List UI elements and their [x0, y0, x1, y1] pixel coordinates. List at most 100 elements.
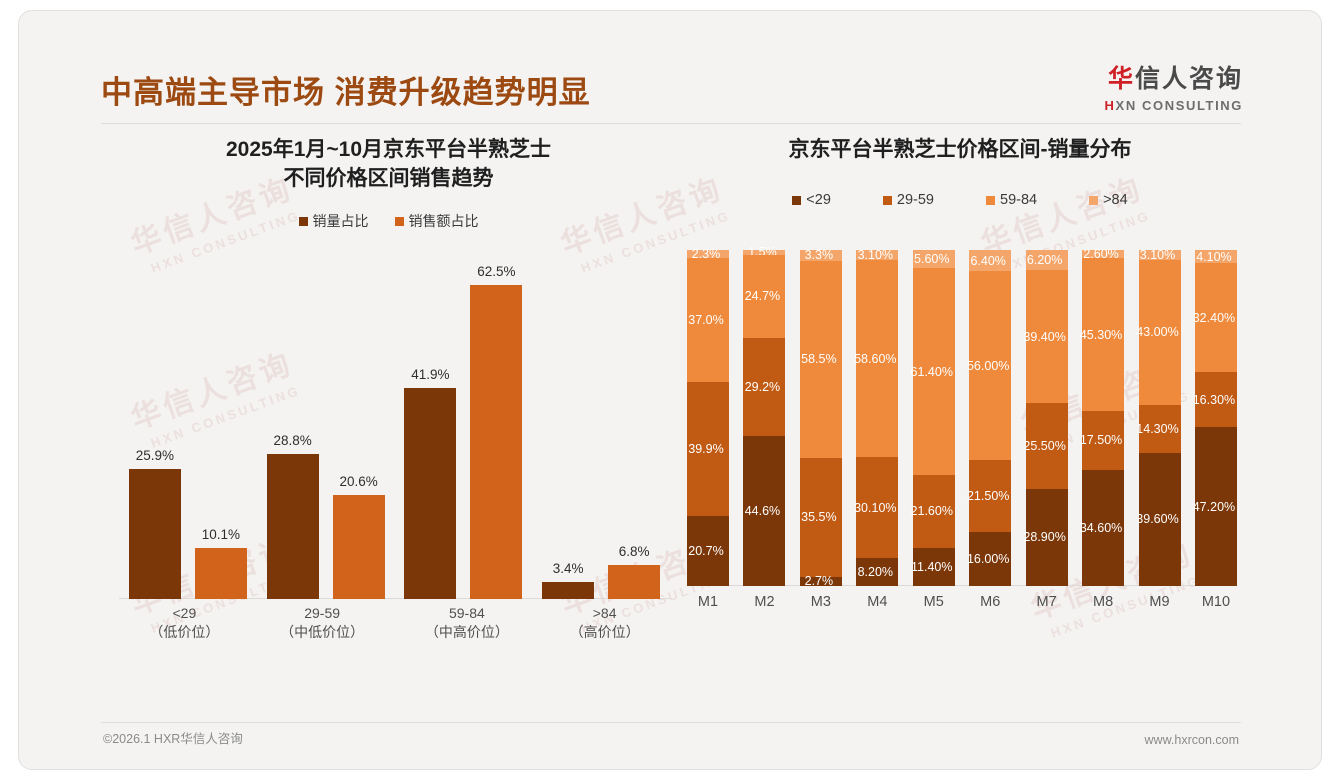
stacked-bar-segment[interactable]: 20.7% — [687, 516, 729, 586]
x-tick-sub: （低价位） — [149, 624, 220, 640]
stacked-bar-segment[interactable]: 11.40% — [911, 547, 955, 586]
bar-value-label: 20.6% — [339, 474, 378, 490]
legend-item-sales-amount[interactable]: 销售额占比 — [394, 211, 479, 231]
legend-item-59-84[interactable]: 59-84 — [986, 192, 1037, 208]
stacked-bar-segment[interactable]: 39.60% — [1136, 452, 1181, 586]
company-logo: 华信人咨询 HXN CONSULTING — [1105, 59, 1243, 113]
stacked-bar-segment[interactable]: 2.7% — [799, 574, 842, 588]
segment-value-label: 28.90% — [1023, 530, 1066, 545]
stacked-bar-segment[interactable]: 32.40% — [1193, 263, 1237, 373]
footer-website[interactable]: www.hxrcon.com — [1144, 733, 1239, 747]
x-axis-tick-label: >84 （高价位） — [570, 599, 640, 640]
segment-value-label: 39.60% — [1136, 512, 1179, 527]
segment-value-label: 14.30% — [1136, 421, 1179, 436]
stacked-bar-segment[interactable]: 3.10% — [1138, 247, 1181, 262]
stacked-bar-segment[interactable]: 58.5% — [799, 260, 842, 458]
stacked-bar-segment[interactable]: 17.50% — [1080, 410, 1125, 470]
bar-column[interactable]: 20.6% — [332, 247, 385, 599]
stacked-bar-segment[interactable]: 8.20% — [856, 558, 899, 586]
stacked-bar-column[interactable]: 4.10% 32.40% 16.30% 47.20% — [1192, 230, 1237, 586]
bar-column[interactable]: 28.8% — [266, 247, 319, 599]
stacked-bar-segment[interactable]: 56.00% — [967, 271, 1012, 460]
stacked-bar-segment[interactable]: 44.6% — [743, 435, 786, 586]
stacked-bar-segment[interactable]: 21.50% — [966, 459, 1012, 533]
legend-item->84[interactable]: >84 — [1089, 192, 1128, 208]
stacked-bar-segment[interactable]: 43.00% — [1136, 260, 1181, 405]
logo-en-accent: H — [1104, 98, 1116, 113]
left-chart-title-line2: 不同价格区间销售趋势 — [283, 167, 494, 190]
legend-item-<29[interactable]: <29 — [792, 192, 831, 208]
stacked-bar-column[interactable]: 1.5% 24.7% 29.2% 44.6% — [743, 230, 786, 586]
stacked-bar-column[interactable]: 2.60% 45.30% 17.50% 34.60% — [1080, 230, 1125, 586]
stacked-bar-column[interactable]: 3.10% 58.60% 30.10% 8.20% — [854, 230, 899, 586]
segment-value-label: 3.10% — [1139, 247, 1176, 262]
bar-column[interactable]: 3.4% — [542, 247, 595, 599]
segment-value-label: 58.5% — [801, 352, 837, 367]
stacked-bar-segment[interactable]: 29.2% — [743, 337, 786, 436]
x-tick-sub: （高价位） — [569, 624, 640, 640]
bar-group: 25.9% 10.1% — [128, 247, 247, 599]
stacked-bar-segment[interactable]: 3.10% — [856, 247, 899, 262]
bar[interactable] — [194, 548, 247, 599]
legend-swatch-icon — [298, 216, 308, 226]
stacked-bar-segment[interactable]: 16.00% — [967, 532, 1012, 586]
segment-value-label: 24.7% — [744, 289, 781, 304]
segment-value-label: 3.10% — [857, 247, 894, 262]
stacked-bar-segment[interactable]: 5.60% — [912, 249, 955, 269]
bar[interactable] — [128, 468, 181, 599]
stacked-bar-segment[interactable]: 45.30% — [1080, 258, 1125, 411]
bar[interactable] — [266, 454, 319, 599]
stacked-bar-column[interactable]: 3.10% 43.00% 14.30% 39.60% — [1136, 230, 1181, 586]
bar-column[interactable]: 6.8% — [608, 247, 661, 599]
stacked-bar-segment[interactable]: 28.90% — [1023, 488, 1068, 586]
right-chart-axis-line — [687, 585, 1237, 586]
bar[interactable] — [470, 284, 523, 599]
bar-column[interactable]: 10.1% — [194, 247, 247, 599]
stacked-bar-column[interactable]: 6.20% 39.40% 25.50% 28.90% — [1023, 230, 1068, 586]
stacked-bar-column[interactable]: 3.3% 58.5% 35.5% 2.7% — [799, 230, 842, 588]
stacked-bar-column[interactable]: 5.60% 61.40% 21.60% 11.40% — [911, 230, 955, 586]
bar-column[interactable]: 25.9% — [128, 247, 181, 599]
bar[interactable] — [542, 581, 595, 599]
bar-column[interactable]: 62.5% — [470, 247, 523, 599]
segment-value-label: 8.20% — [857, 565, 894, 580]
left-chart-title-line1: 2025年1月~10月京东平台半熟芝士 — [225, 138, 552, 161]
stacked-bar-segment[interactable]: 34.60% — [1080, 469, 1125, 586]
segment-value-label: 21.50% — [966, 489, 1010, 504]
stacked-bar-segment[interactable]: 6.20% — [1025, 249, 1068, 271]
bar[interactable] — [608, 564, 661, 599]
stacked-bar-segment[interactable]: 4.10% — [1194, 250, 1237, 264]
stacked-bar-segment[interactable]: 24.7% — [743, 254, 786, 338]
logo-chinese-text: 华信人咨询 — [1105, 59, 1243, 95]
stacked-bar-segment[interactable]: 3.3% — [799, 248, 842, 262]
stacked-bar-segment[interactable]: 58.60% — [854, 260, 899, 458]
right-chart-legend: <29 29-59 59-84 >84 — [679, 192, 1241, 208]
stacked-bar-segment[interactable]: 61.40% — [911, 268, 955, 475]
stacked-bar-segment[interactable]: 35.5% — [799, 457, 842, 577]
legend-item-29-59[interactable]: 29-59 — [882, 192, 934, 208]
stacked-bar-segment[interactable]: 47.20% — [1193, 427, 1237, 586]
stacked-bar-segment[interactable]: 2.3% — [687, 247, 729, 261]
stacked-bar-segment[interactable]: 21.60% — [911, 475, 955, 548]
stacked-bar-segment[interactable]: 30.10% — [854, 457, 899, 559]
segment-value-label: 5.60% — [914, 252, 950, 267]
bar[interactable] — [332, 495, 385, 599]
bar-column[interactable]: 41.9% — [404, 247, 457, 599]
bar[interactable] — [404, 388, 457, 599]
stacked-bar-segment[interactable]: 6.40% — [969, 249, 1012, 272]
stacked-bar-segment[interactable]: 2.60% — [1082, 247, 1125, 261]
bar-group: 41.9% 62.5% — [404, 247, 523, 599]
stacked-bar-column[interactable]: 2.3% 37.0% 39.9% 20.7% — [687, 230, 729, 586]
stacked-bar-segment[interactable]: 14.30% — [1136, 404, 1181, 453]
legend-item-sales-volume[interactable]: 销量占比 — [298, 211, 369, 231]
stacked-bar-segment[interactable]: 37.0% — [687, 257, 729, 383]
stacked-bar-segment[interactable]: 39.9% — [687, 382, 729, 517]
stacked-bar-segment[interactable]: 25.50% — [1023, 403, 1068, 489]
stacked-bar-segment[interactable]: 39.40% — [1023, 270, 1068, 403]
stacked-bar-segment[interactable]: 16.30% — [1192, 372, 1237, 428]
stacked-bar-column[interactable]: 6.40% 56.00% 21.50% 16.00% — [966, 230, 1012, 586]
left-chart-x-axis: <29 （低价位） 29-59 （中低价位） 59-84 （中高价位） >84 （高价位） — [119, 599, 670, 640]
x-tick-main: 29-59 — [304, 605, 341, 621]
segment-value-label: 16.30% — [1192, 392, 1236, 407]
bar-value-label: 10.1% — [201, 527, 241, 543]
